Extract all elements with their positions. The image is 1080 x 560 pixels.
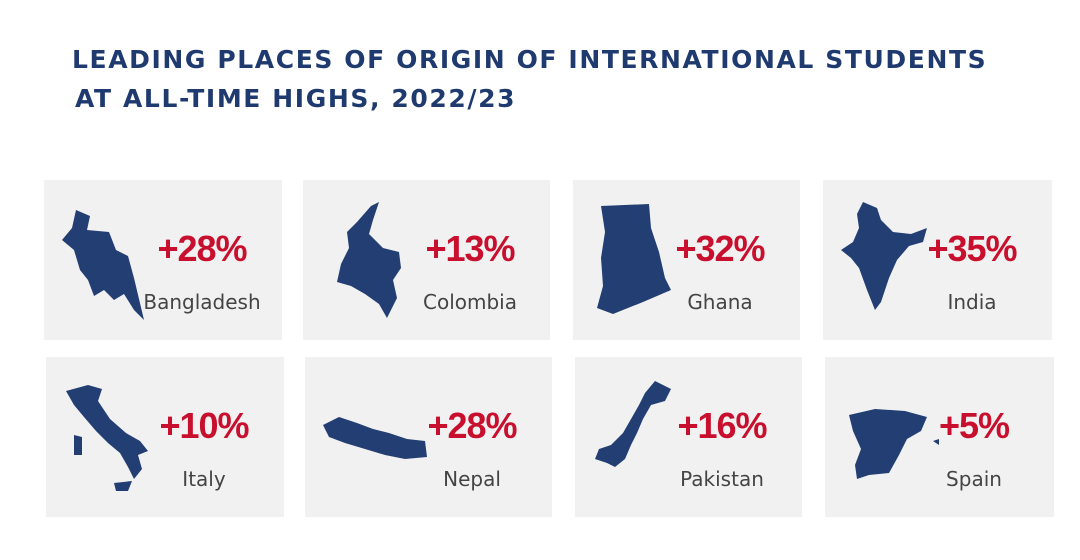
country-shape — [597, 204, 671, 314]
title-line: LEADING PLACES OF ORIGIN OF INTERNATIONA… — [72, 45, 988, 74]
country-map — [849, 409, 939, 479]
country-map — [66, 385, 148, 491]
country-name: Spain — [946, 467, 1002, 491]
change-label: +32% — [675, 228, 765, 269]
title-line: AT ALL-TIME HIGHS, 2022/23 — [75, 84, 517, 113]
country-shape — [66, 385, 148, 491]
change-label: +28% — [427, 405, 517, 446]
country-map — [323, 417, 427, 459]
change-label: +16% — [677, 405, 767, 446]
card: +32% Ghana — [573, 180, 800, 340]
country-shape — [62, 210, 144, 320]
country-map — [62, 210, 144, 320]
change-label: +10% — [159, 405, 249, 446]
change-label: +5% — [938, 405, 1010, 446]
change-label: +28% — [157, 228, 247, 269]
country-map — [337, 202, 401, 318]
country-shape — [849, 409, 939, 479]
card: +5% Spain — [825, 357, 1054, 517]
card: +28% Bangladesh — [44, 180, 282, 340]
country-name: Pakistan — [680, 467, 764, 491]
country-map — [597, 204, 671, 314]
country-shape — [595, 381, 671, 467]
country-name: Ghana — [687, 290, 753, 314]
country-name: Colombia — [423, 290, 517, 314]
country-shape — [841, 202, 927, 310]
country-shape — [323, 417, 427, 459]
country-map — [841, 202, 927, 310]
change-label: +13% — [425, 228, 515, 269]
country-name: Nepal — [443, 467, 501, 491]
change-label: +35% — [927, 228, 1017, 269]
card: +35% India — [823, 180, 1052, 340]
card: +10% Italy — [46, 357, 284, 517]
country-name: Bangladesh — [143, 290, 261, 314]
card: +13% Colombia — [303, 180, 550, 340]
country-shape — [337, 202, 401, 318]
card: +28% Nepal — [305, 357, 552, 517]
country-name: India — [947, 290, 997, 314]
country-map — [595, 381, 671, 467]
card: +16% Pakistan — [575, 357, 802, 517]
country-name: Italy — [182, 467, 226, 491]
